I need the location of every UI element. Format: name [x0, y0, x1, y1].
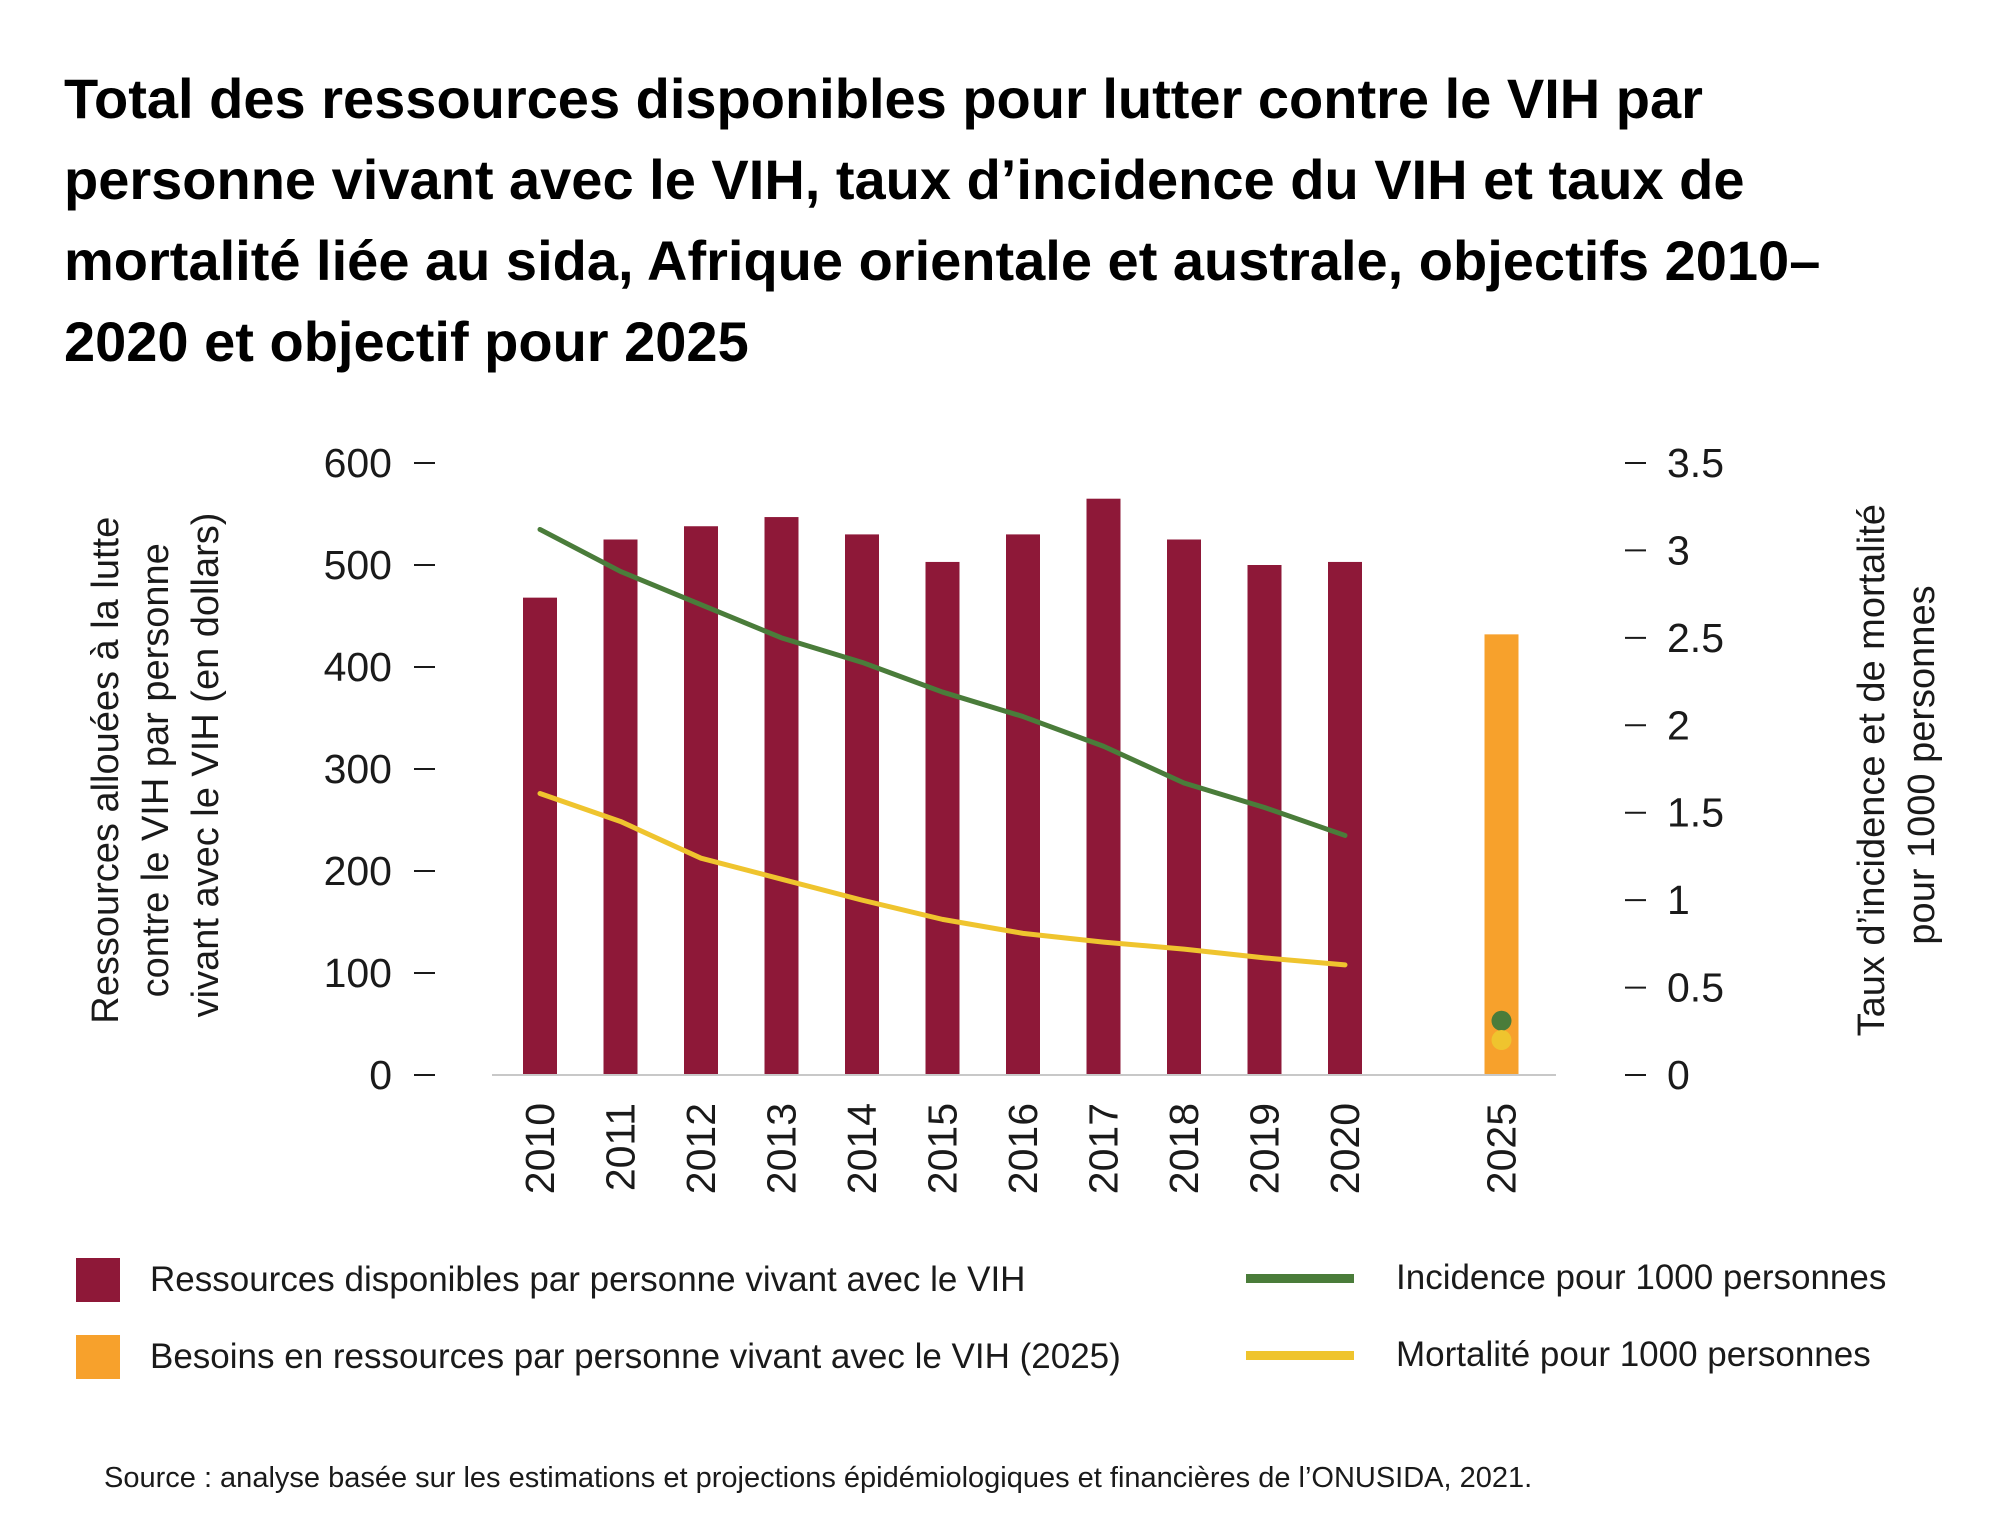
x-tick-label: 2013 [759, 1103, 805, 1194]
y-axis-title-line: vivant avec le VIH (en dollars) [185, 513, 227, 1018]
bar-resources [1328, 561, 1362, 1075]
bar-resources [523, 597, 557, 1075]
legend-label-incidence: Incidence pour 1000 personnes [1396, 1258, 1887, 1297]
y-tick-label: 0 [369, 1052, 392, 1098]
y-axis-title-line: contre le VIH par personne [135, 543, 177, 997]
bar-resources [603, 539, 638, 1075]
legend-swatch-resources [76, 1258, 120, 1302]
bar-resources [1086, 498, 1121, 1075]
x-axis-ticks: 2010 2011 2012 2013 2014 2015 2016 2017 2018 2019… [517, 1103, 1525, 1194]
legend-item-resources: Ressources disponibles par personne viva… [76, 1258, 1025, 1302]
point-mortality-2025 [1491, 1030, 1512, 1051]
x-tick-label: 2019 [1242, 1103, 1288, 1194]
legend-swatch-incidence [1246, 1273, 1354, 1283]
y2-tick-label: 2.5 [1667, 615, 1724, 661]
x-tick-label: 2020 [1322, 1103, 1368, 1194]
legend-label-mortality: Mortalité pour 1000 personnes [1396, 1335, 1871, 1374]
bar-resources [1247, 565, 1282, 1075]
legend-label-needs: Besoins en ressources par personne vivan… [150, 1337, 1121, 1376]
y2-tick-label: 0.5 [1667, 965, 1724, 1011]
legend-item-needs: Besoins en ressources par personne vivan… [76, 1335, 1121, 1379]
y2-tick-label: 1.5 [1667, 790, 1724, 836]
y2-tick-label: 2 [1667, 702, 1690, 748]
y-tick-label: 400 [324, 644, 392, 690]
y-tick-label: 200 [324, 848, 392, 894]
bar-resources [845, 534, 879, 1075]
bars [523, 498, 1519, 1075]
x-tick-label: 2016 [1000, 1103, 1046, 1194]
y2-tick-label: 1 [1667, 877, 1690, 923]
line-incidence [537, 526, 1348, 838]
y2-axis-title-line: pour 1000 personnes [1901, 585, 1943, 944]
y-tick-label: 100 [324, 950, 392, 996]
y2-axis-ticks: 0 0.5 1 1.5 2 2.5 3 3.5 [1625, 440, 1724, 1098]
bar-resources [1006, 534, 1040, 1075]
x-tick-label: 2010 [517, 1103, 563, 1194]
legend-item-incidence: Incidence pour 1000 personnes [1246, 1258, 1886, 1298]
bar-resources [925, 561, 960, 1075]
source-note: Source : analyse basée sur les estimatio… [104, 1462, 1533, 1494]
bar-resources [1167, 539, 1201, 1075]
y-axis-title: Ressources allouées à la lutte contre le… [85, 506, 227, 1024]
legend-label-resources: Ressources disponibles par personne viva… [150, 1260, 1026, 1299]
y2-tick-label: 0 [1667, 1052, 1690, 1098]
legend-swatch-needs [76, 1335, 120, 1379]
bar-resources [684, 526, 718, 1075]
y-tick-label: 600 [324, 440, 392, 486]
x-tick-label: 2015 [920, 1103, 966, 1194]
lines [537, 526, 1512, 1051]
x-tick-label: 2017 [1081, 1103, 1127, 1194]
x-tick-label: 2014 [839, 1103, 885, 1194]
legend-swatch-mortality [1246, 1350, 1354, 1360]
x-tick-label: 2025 [1479, 1103, 1525, 1194]
y-tick-label: 500 [324, 542, 392, 588]
y2-tick-label: 3.5 [1667, 440, 1724, 486]
x-tick-label: 2012 [678, 1103, 724, 1194]
x-tick-label: 2018 [1161, 1103, 1207, 1194]
y2-axis-title: Taux d’incidence et de mortalité pour 10… [1851, 494, 1943, 1037]
y2-axis-title-line: Taux d’incidence et de mortalité [1851, 504, 1893, 1036]
x-tick-label: 2011 [598, 1103, 644, 1191]
y-tick-label: 300 [324, 746, 392, 792]
bar-needs [1484, 634, 1519, 1075]
point-incidence-2025 [1491, 1010, 1512, 1031]
bar-resources [764, 517, 799, 1075]
chart-title: Total des ressources disponibles pour lu… [64, 67, 1821, 373]
line-mortality [537, 790, 1348, 968]
y-axis-title-line: Ressources allouées à la lutte [85, 517, 127, 1024]
legend-item-mortality: Mortalité pour 1000 personnes [1246, 1335, 1871, 1375]
y-axis-ticks: 0 100 200 300 400 500 600 [324, 440, 435, 1098]
y2-tick-label: 3 [1667, 527, 1690, 573]
